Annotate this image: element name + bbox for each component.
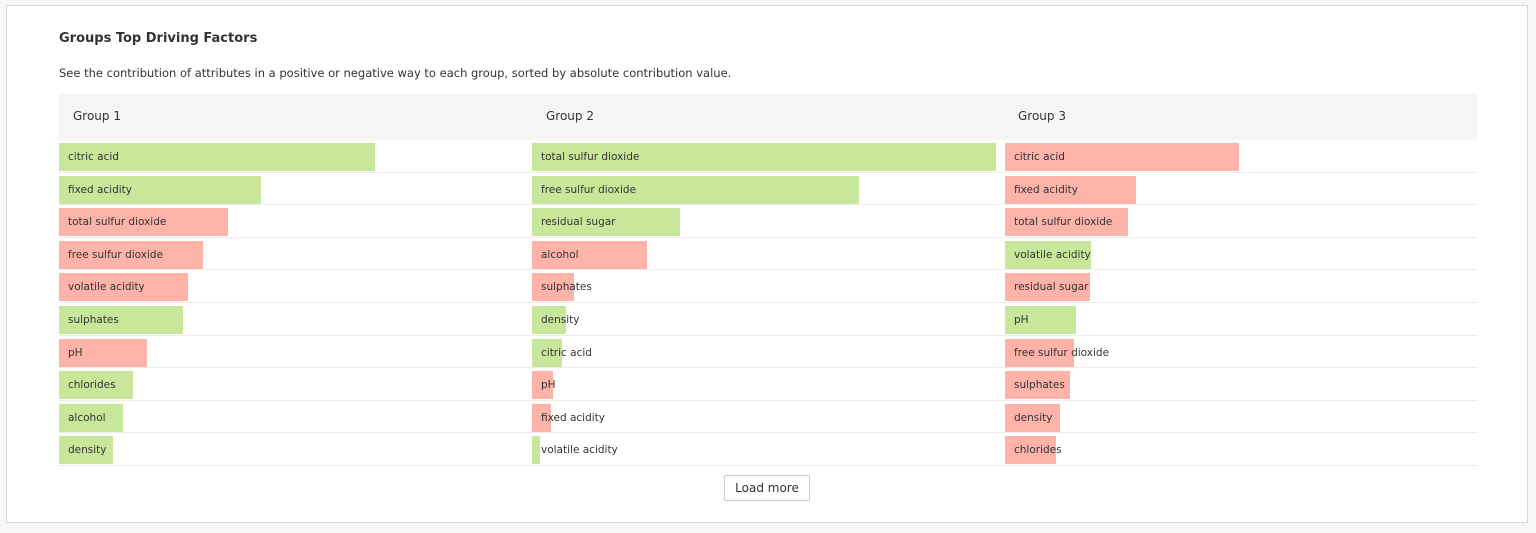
- bar-label: free sulfur dioxide: [541, 184, 637, 196]
- bar-label: free sulfur dioxide: [68, 249, 164, 261]
- contribution-bar: [59, 306, 183, 334]
- bar-label: citric acid: [68, 151, 119, 163]
- contribution-bar: [532, 143, 996, 171]
- row-divider: [59, 367, 1477, 368]
- contribution-bar: [59, 436, 113, 464]
- row-divider: [59, 302, 1477, 303]
- contribution-bar: [532, 306, 566, 334]
- groups-bars: citric acid fixed acidity total sulfur dio…: [59, 140, 1477, 466]
- group-1-title: Group 1: [73, 109, 121, 123]
- contribution-bar: [532, 208, 680, 236]
- contribution-bar: [532, 404, 551, 432]
- contribution-bar: [532, 241, 647, 269]
- bar-label: citric acid: [1014, 151, 1065, 163]
- bar-label: alcohol: [541, 249, 579, 261]
- row-divider: [59, 269, 1477, 270]
- contribution-bar: [1005, 306, 1076, 334]
- bar-label: density: [1014, 412, 1053, 424]
- bar-label: free sulfur dioxide: [1014, 347, 1110, 359]
- contribution-bar: [59, 176, 261, 204]
- contribution-bar: [1005, 241, 1091, 269]
- bar-label: volatile acidity: [1014, 249, 1091, 261]
- bar-label: pH: [1014, 314, 1029, 326]
- contribution-bar: [59, 404, 123, 432]
- bar-label: chlorides: [68, 379, 116, 391]
- row-divider: [59, 432, 1477, 433]
- group-2-title: Group 2: [546, 109, 594, 123]
- contribution-bar: [1005, 371, 1070, 399]
- contribution-bar: [59, 339, 147, 367]
- bar-label: residual sugar: [1014, 281, 1089, 293]
- bar-label: sulphates: [1014, 379, 1065, 391]
- row-divider: [59, 204, 1477, 205]
- bar-label: total sulfur dioxide: [541, 151, 640, 163]
- contribution-bar: [1005, 339, 1074, 367]
- contribution-bar: [1005, 273, 1090, 301]
- bar-label: fixed acidity: [68, 184, 133, 196]
- contribution-bar: [532, 176, 859, 204]
- bar-label: fixed acidity: [541, 412, 606, 424]
- bar-label: pH: [68, 347, 83, 359]
- bar-label: density: [68, 444, 107, 456]
- bar-label: volatile acidity: [68, 281, 145, 293]
- contribution-bar: [532, 339, 562, 367]
- bar-label: volatile acidity: [541, 444, 618, 456]
- bar-label: sulphates: [541, 281, 592, 293]
- bar-label: citric acid: [541, 347, 592, 359]
- contribution-bar: [1005, 436, 1056, 464]
- row-divider: [59, 237, 1477, 238]
- bar-label: alcohol: [68, 412, 106, 424]
- row-divider: [59, 400, 1477, 401]
- contribution-bar: [532, 371, 553, 399]
- contribution-bar: [59, 241, 203, 269]
- driving-factors-card: Groups Top Driving Factors See the contr…: [6, 5, 1528, 523]
- bar-label: sulphates: [68, 314, 119, 326]
- contribution-bar: [59, 371, 133, 399]
- bar-label: density: [541, 314, 580, 326]
- contribution-bar: [59, 143, 375, 171]
- row-divider: [59, 465, 1477, 466]
- contribution-bar: [1005, 404, 1060, 432]
- contribution-bar: [532, 273, 574, 301]
- group-3-title: Group 3: [1018, 109, 1066, 123]
- load-more-button[interactable]: Load more: [724, 475, 810, 501]
- row-divider: [59, 335, 1477, 336]
- contribution-bar: [1005, 143, 1239, 171]
- row-divider: [59, 172, 1477, 173]
- contribution-bar: [1005, 208, 1128, 236]
- bar-label: total sulfur dioxide: [68, 216, 167, 228]
- bar-label: pH: [541, 379, 556, 391]
- contribution-bar: [532, 436, 540, 464]
- groups-table: Group 1 Group 2 Group 3 citric acid fixed…: [59, 94, 1477, 466]
- bar-label: total sulfur dioxide: [1014, 216, 1113, 228]
- contribution-bar: [59, 273, 188, 301]
- card-title: Groups Top Driving Factors: [59, 31, 258, 46]
- contribution-bar: [1005, 176, 1136, 204]
- bar-label: fixed acidity: [1014, 184, 1079, 196]
- contribution-bar: [59, 208, 228, 236]
- card-subtitle: See the contribution of attributes in a …: [59, 66, 732, 80]
- bar-label: chlorides: [1014, 444, 1062, 456]
- groups-header: Group 1 Group 2 Group 3: [59, 94, 1477, 140]
- bar-label: residual sugar: [541, 216, 616, 228]
